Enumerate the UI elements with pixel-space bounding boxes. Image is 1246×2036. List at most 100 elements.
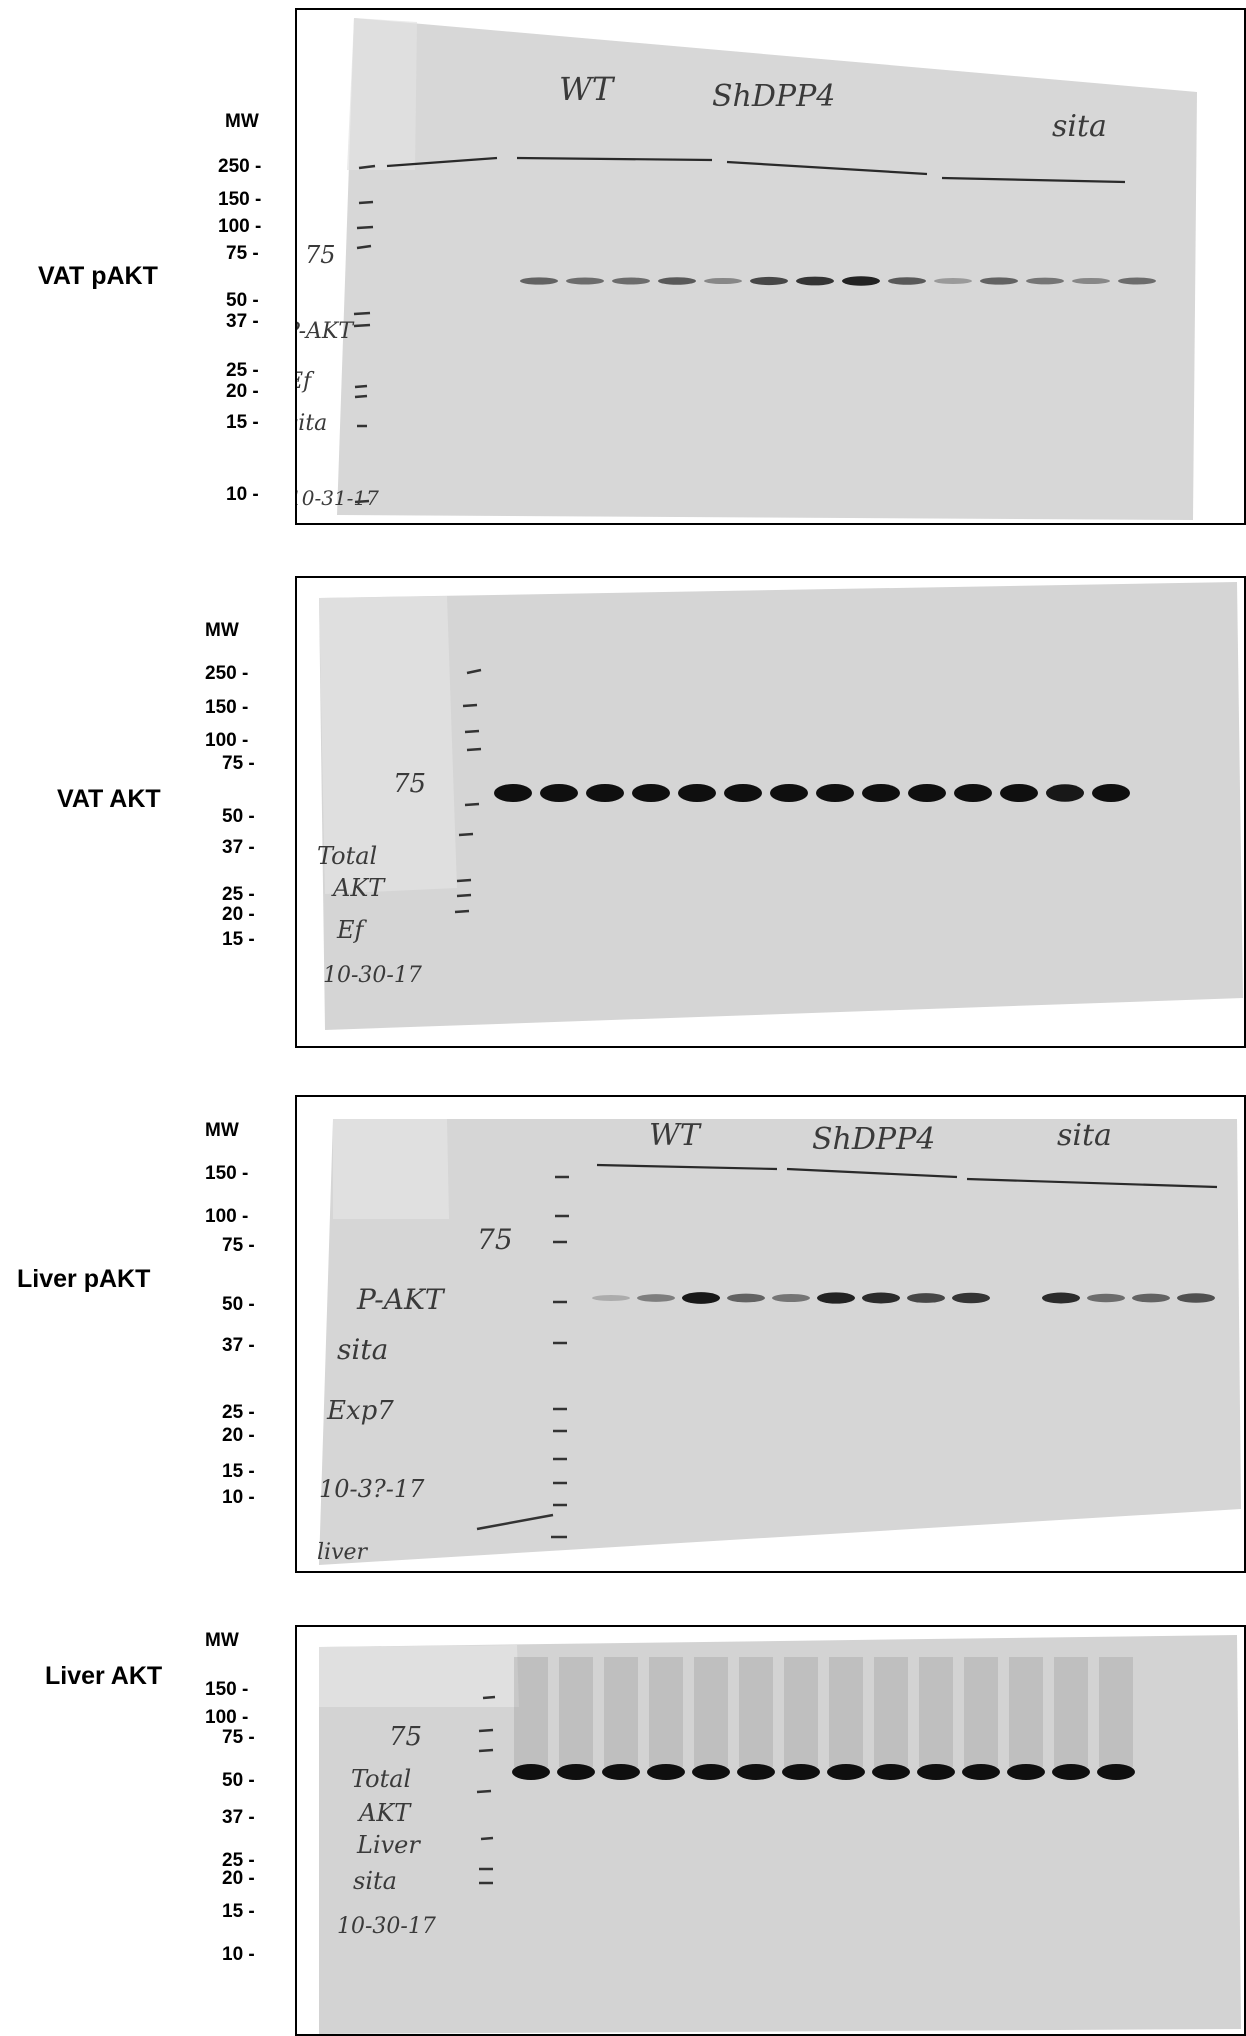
protein-band xyxy=(520,277,558,285)
handwritten-group-wt: WT xyxy=(649,1118,702,1153)
handwritten-note-liver: Liver xyxy=(356,1831,421,1859)
handwritten-note-akt: AKT xyxy=(331,874,386,902)
mw-marker-25: 25 - xyxy=(222,1402,255,1423)
mw-marker-20: 20 - xyxy=(226,381,259,402)
handwritten-note-date: 10-3?-17 xyxy=(319,1475,425,1503)
handwritten-group-shdpp4: ShDPP4 xyxy=(712,79,835,114)
protein-band xyxy=(637,1294,675,1302)
handwritten-group-sita: sita xyxy=(1052,109,1107,144)
protein-band xyxy=(817,1292,855,1304)
mw-marker-75: 75 - xyxy=(226,243,259,264)
protein-band xyxy=(842,276,880,286)
protein-band xyxy=(632,784,670,802)
protein-band xyxy=(704,277,742,285)
protein-band xyxy=(540,784,578,802)
lane-smear xyxy=(964,1657,998,1767)
protein-band xyxy=(1118,277,1156,285)
mw-marker-150: 150 - xyxy=(205,697,249,718)
handwritten-group-wt: WT xyxy=(559,70,616,108)
mw-marker-10: 10 - xyxy=(226,484,259,505)
handwritten-note-75: 75 xyxy=(305,241,336,269)
mw-marker-100: 100 - xyxy=(205,1206,249,1227)
handwritten-note-date: 10-30-17 xyxy=(323,963,422,988)
mw-marker-10: 10 - xyxy=(222,1487,255,1508)
lane-smear xyxy=(829,1657,863,1767)
protein-band xyxy=(1177,1293,1215,1303)
protein-band xyxy=(1007,1764,1045,1780)
mw-marker-25: 25 - xyxy=(226,360,259,381)
protein-band xyxy=(602,1764,640,1780)
protein-band xyxy=(772,1293,810,1303)
mw-marker-25: 25 - xyxy=(222,884,255,905)
handwritten-note-pakt: P-AKT xyxy=(356,1283,446,1316)
protein-band xyxy=(592,1295,630,1301)
protein-band xyxy=(737,1764,775,1780)
mw-marker-20: 20 - xyxy=(222,1868,255,1889)
protein-band xyxy=(494,784,532,802)
lane-smear xyxy=(874,1657,908,1767)
mw-marker-25: 25 - xyxy=(222,1850,255,1871)
mw-marker-20: 20 - xyxy=(222,904,255,925)
blot-membrane: 75 Total AKT Liver sita 10-30-17 xyxy=(319,1635,1241,2034)
mw-header: MW xyxy=(225,111,259,132)
mw-marker-250: 250 - xyxy=(205,663,249,684)
blot-membrane: WT ShDPP4 sita 75 P-AKT sita Exp7 10-3?-… xyxy=(317,1118,1241,1565)
mw-marker-150: 150 - xyxy=(205,1163,249,1184)
mw-marker-75: 75 - xyxy=(222,1235,255,1256)
lane-smear xyxy=(784,1657,818,1767)
mw-marker-75: 75 - xyxy=(222,753,255,774)
mw-marker-37: 37 - xyxy=(222,1335,255,1356)
panel-title: Liver pAKT xyxy=(17,1265,151,1293)
lane-smear xyxy=(739,1657,773,1767)
handwritten-note-pakt: P-AKT xyxy=(297,319,355,344)
protein-band xyxy=(557,1764,595,1780)
lane-smear xyxy=(1009,1657,1043,1767)
protein-band xyxy=(962,1764,1000,1780)
protein-band xyxy=(796,276,834,286)
protein-band xyxy=(862,784,900,802)
handwritten-note-liver: liver xyxy=(317,1540,369,1565)
protein-band xyxy=(907,1293,945,1303)
protein-band xyxy=(934,278,972,284)
protein-band xyxy=(658,277,696,285)
protein-band xyxy=(770,784,808,802)
protein-band xyxy=(678,784,716,802)
mw-marker-150: 150 - xyxy=(205,1679,249,1700)
handwritten-note-75: 75 xyxy=(393,769,426,799)
lane-smear xyxy=(919,1657,953,1767)
protein-band xyxy=(1092,784,1130,802)
mw-marker-37: 37 - xyxy=(226,311,259,332)
protein-band xyxy=(692,1764,730,1780)
blot-membrane: WT ShDPP4 sita 75 P-AKT Ef sita 10-31-17 xyxy=(297,18,1197,520)
handwritten-note-akt: AKT xyxy=(357,1799,412,1827)
mw-marker-100: 100 - xyxy=(218,216,262,237)
protein-band xyxy=(1046,784,1084,802)
handwritten-group-sita: sita xyxy=(1057,1118,1112,1153)
mw-marker-50: 50 - xyxy=(222,1770,255,1791)
protein-band xyxy=(1042,1292,1080,1304)
protein-band xyxy=(816,784,854,802)
protein-band xyxy=(566,277,604,285)
handwritten-note-75: 75 xyxy=(389,1722,422,1752)
protein-band xyxy=(1072,277,1110,285)
mw-marker-15: 15 - xyxy=(222,1461,255,1482)
protein-band xyxy=(727,1293,765,1303)
handwritten-note-sita: sita xyxy=(353,1867,397,1895)
mw-marker-50: 50 - xyxy=(226,290,259,311)
protein-band xyxy=(888,277,926,285)
protein-band xyxy=(612,277,650,285)
protein-band xyxy=(952,1292,990,1304)
lane-smear xyxy=(514,1657,548,1767)
protein-band xyxy=(586,784,624,802)
handwritten-note-sita: sita xyxy=(297,411,327,436)
protein-band xyxy=(512,1764,550,1780)
protein-band xyxy=(827,1764,865,1780)
protein-band xyxy=(980,277,1018,285)
protein-band xyxy=(647,1764,685,1780)
mw-marker-37: 37 - xyxy=(222,837,255,858)
protein-band xyxy=(908,784,946,802)
protein-band xyxy=(682,1292,720,1304)
panel-title: VAT AKT xyxy=(57,785,161,813)
protein-band xyxy=(750,276,788,286)
lane-smear xyxy=(694,1657,728,1767)
